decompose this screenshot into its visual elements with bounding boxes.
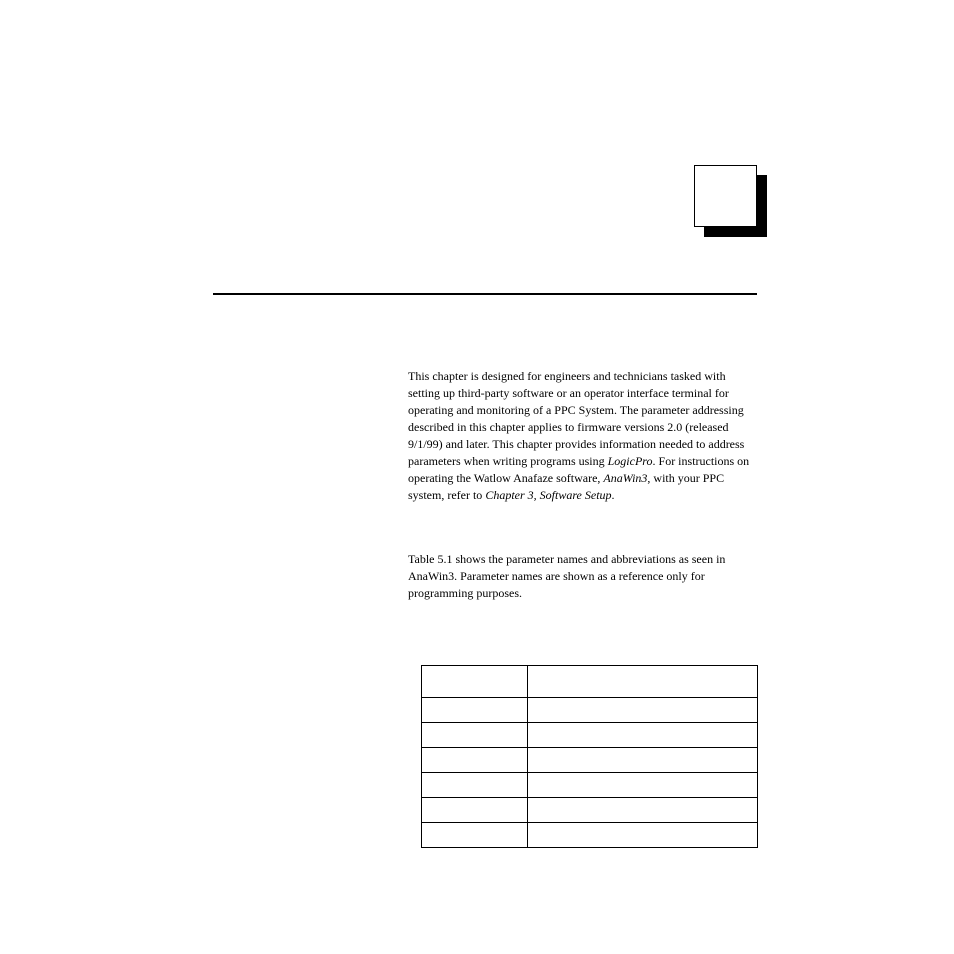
table-cell bbox=[527, 798, 757, 823]
para2-text-1: shows the parameter names and abbreviati… bbox=[452, 552, 725, 566]
table-row bbox=[422, 773, 758, 798]
table-cell bbox=[527, 723, 757, 748]
table-row bbox=[422, 823, 758, 848]
table-cell bbox=[527, 698, 757, 723]
table-cell bbox=[527, 773, 757, 798]
table-cell bbox=[422, 823, 528, 848]
table-cell bbox=[422, 723, 528, 748]
table-row bbox=[422, 723, 758, 748]
table-cell bbox=[527, 748, 757, 773]
table-header-col2 bbox=[527, 666, 757, 698]
table-row bbox=[422, 748, 758, 773]
page-container: This chapter is designed for engineers a… bbox=[0, 0, 954, 954]
table-cell bbox=[422, 798, 528, 823]
table-cell bbox=[422, 748, 528, 773]
table-intro-paragraph: Table 5.1 shows the parameter names and … bbox=[408, 551, 757, 602]
intro-period: . bbox=[612, 488, 615, 502]
table-cell bbox=[527, 823, 757, 848]
table-cell bbox=[422, 773, 528, 798]
anawin-ref-1: AnaWin3 bbox=[603, 471, 647, 485]
table-cell bbox=[422, 698, 528, 723]
table-header-col1 bbox=[422, 666, 528, 698]
table-ref: Table 5.1 bbox=[408, 552, 452, 566]
table-row bbox=[422, 698, 758, 723]
corner-box bbox=[694, 165, 757, 227]
chapter-ref: Chapter 3, Software Setup bbox=[485, 488, 611, 502]
parameter-table-container bbox=[421, 665, 758, 848]
table-header-row bbox=[422, 666, 758, 698]
table-row bbox=[422, 798, 758, 823]
section-divider bbox=[213, 293, 757, 295]
logicpro-ref: LogicPro bbox=[608, 454, 653, 468]
anawin-ref-2: AnaWin3 bbox=[408, 569, 454, 583]
intro-paragraph: This chapter is designed for engineers a… bbox=[408, 368, 757, 504]
parameter-table bbox=[421, 665, 758, 848]
